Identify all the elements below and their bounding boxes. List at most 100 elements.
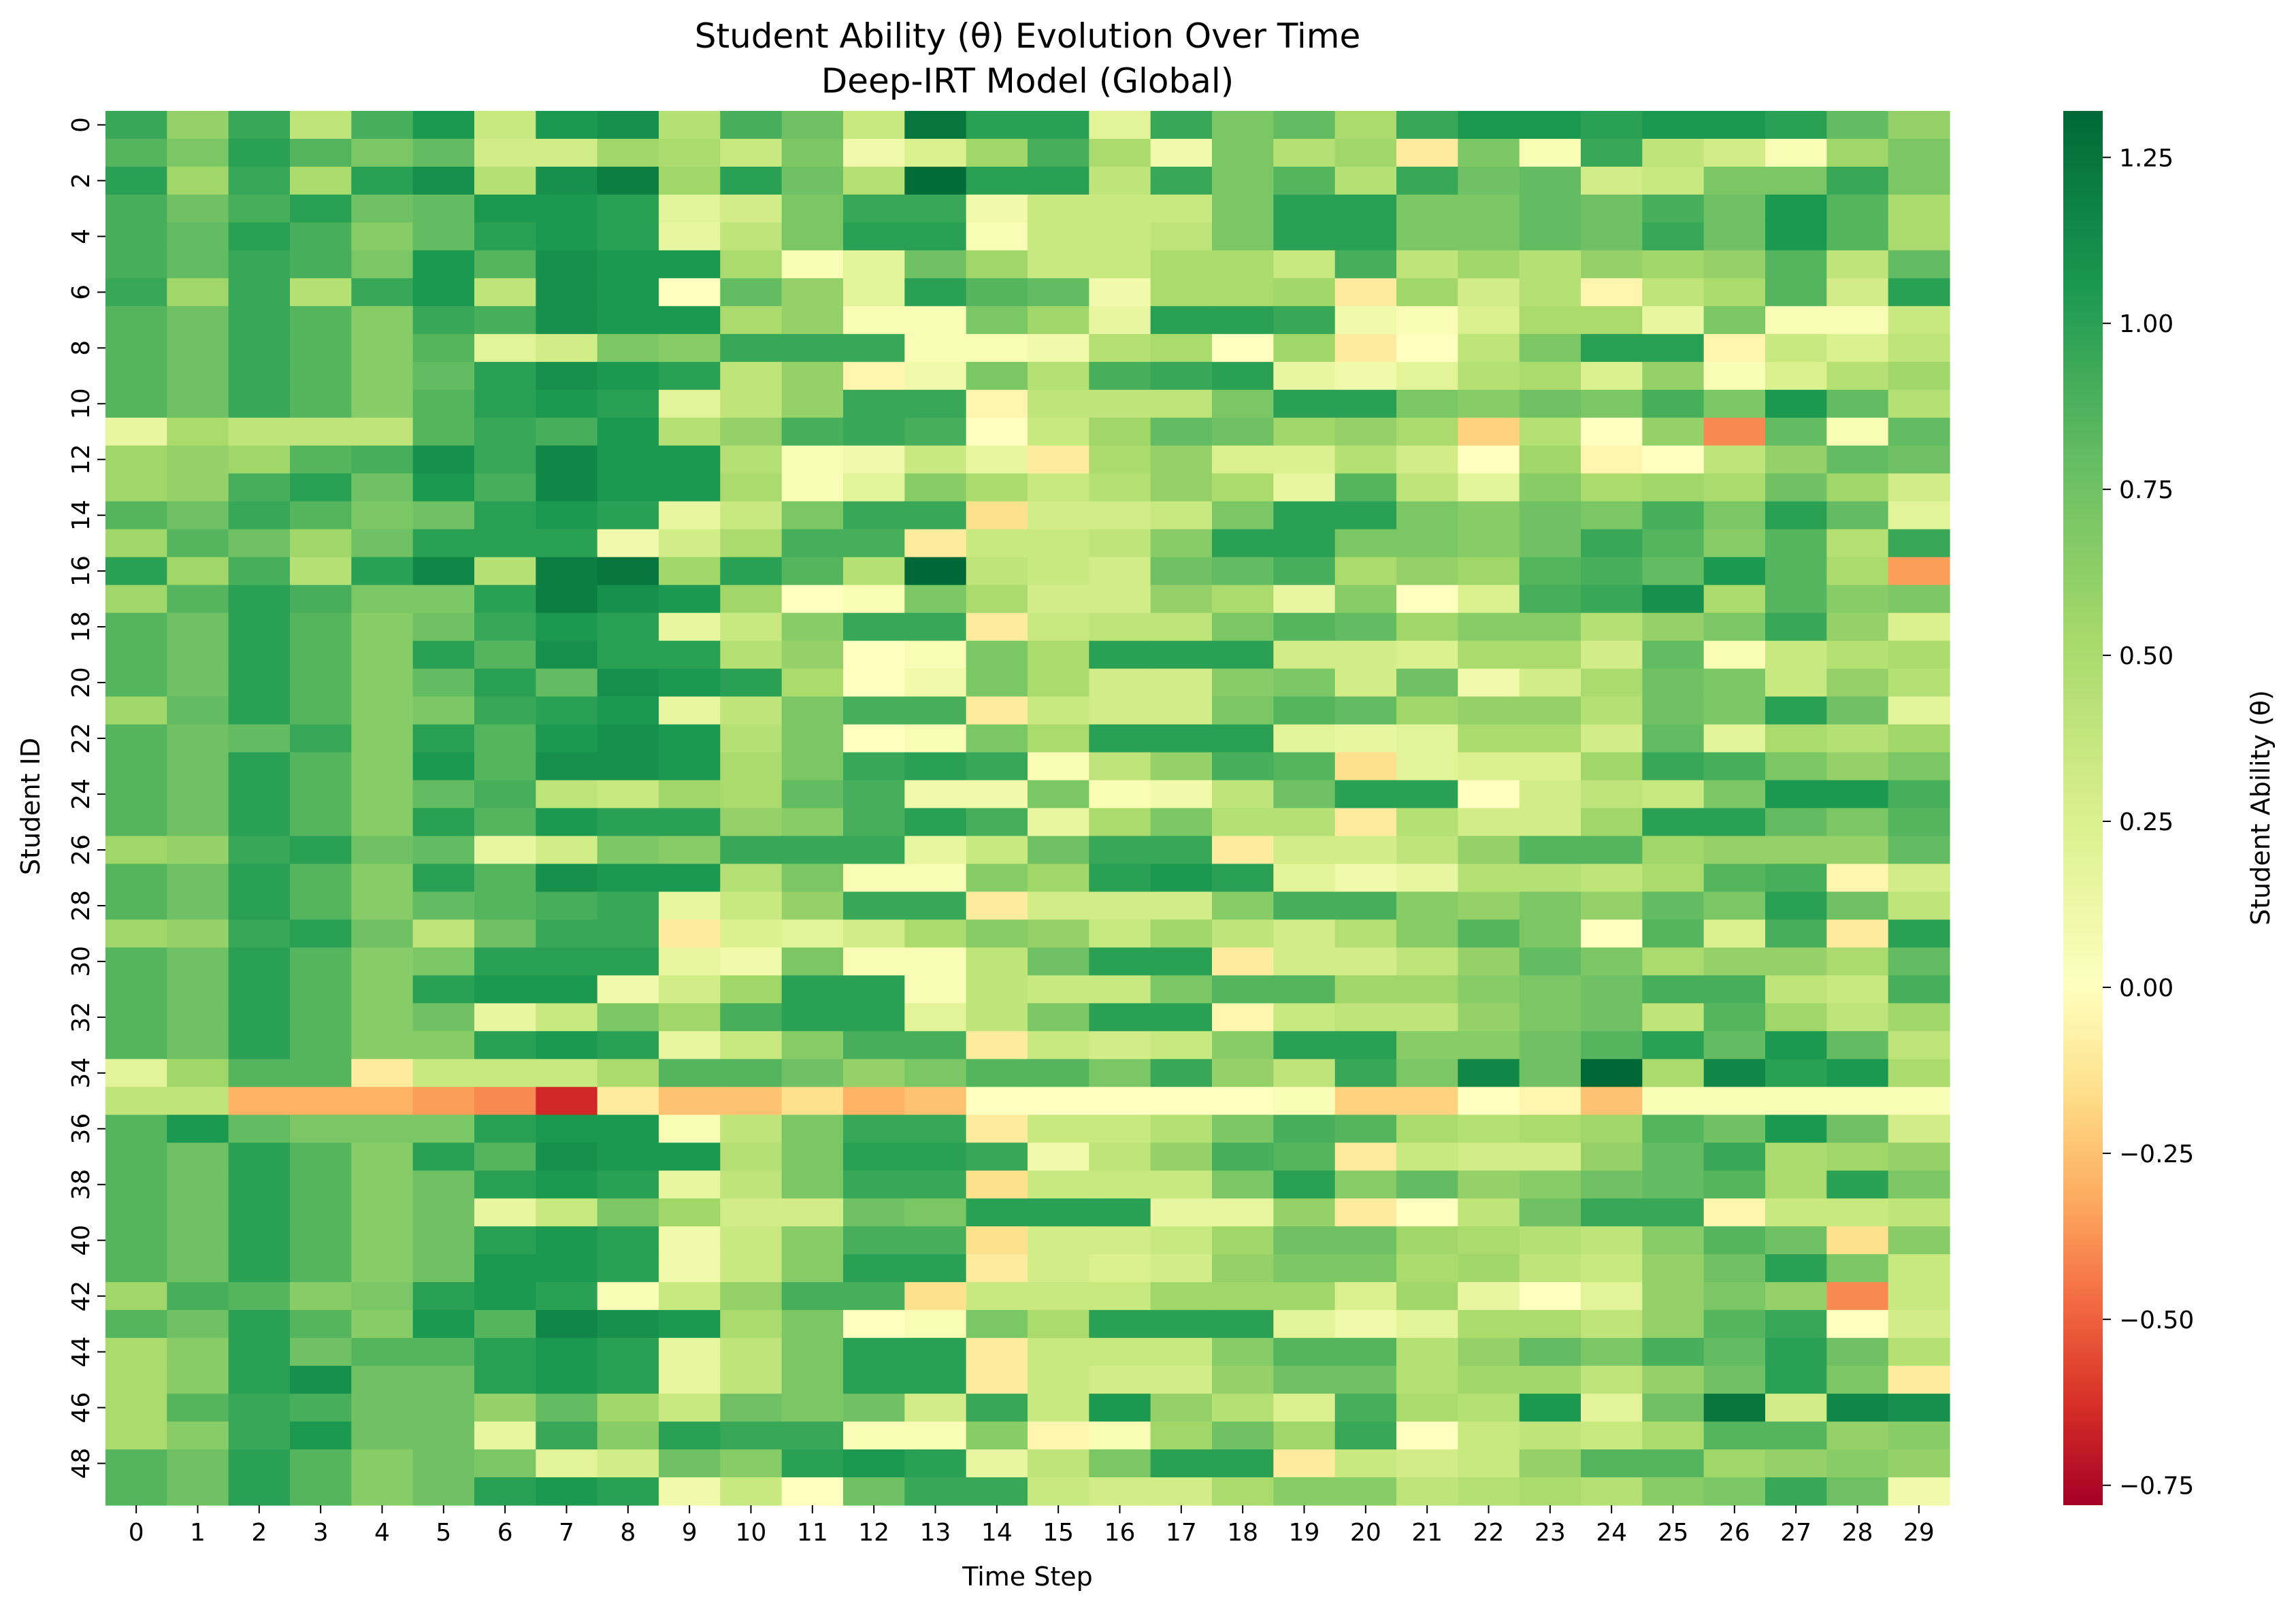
heatmap-cell xyxy=(474,696,536,725)
heatmap-cell xyxy=(1765,1282,1827,1311)
heatmap-cell xyxy=(228,529,291,558)
heatmap-cell xyxy=(659,1003,721,1032)
heatmap-cell xyxy=(1212,585,1274,614)
heatmap-cell xyxy=(167,752,229,781)
heatmap-cell xyxy=(228,194,291,223)
heatmap-cell xyxy=(1642,194,1705,223)
heatmap-cell xyxy=(1150,389,1213,418)
heatmap-cell xyxy=(105,668,167,697)
x-tick-label: 28 xyxy=(1842,1519,1873,1547)
heatmap-cell xyxy=(597,1449,659,1478)
heatmap-cell xyxy=(1703,1449,1766,1478)
heatmap-cell xyxy=(843,1310,905,1338)
heatmap-cell xyxy=(105,1422,167,1450)
heatmap-cell xyxy=(1642,1059,1705,1087)
heatmap-cell xyxy=(720,1031,783,1059)
heatmap-cell xyxy=(781,1031,844,1059)
heatmap-cell xyxy=(1888,389,1950,418)
heatmap-cell xyxy=(966,445,1028,474)
heatmap-cell xyxy=(1765,640,1827,670)
heatmap-cell xyxy=(1642,864,1705,893)
heatmap-cell xyxy=(536,1115,598,1143)
heatmap-cell xyxy=(1089,1003,1151,1032)
heatmap-cell xyxy=(1273,947,1336,976)
heatmap-cell xyxy=(1826,864,1889,893)
heatmap-cell xyxy=(536,445,598,474)
heatmap-cell xyxy=(167,445,229,474)
heatmap-cell xyxy=(412,194,475,223)
heatmap-cell xyxy=(1212,947,1274,976)
heatmap-cell xyxy=(720,1003,783,1032)
heatmap-cell xyxy=(597,752,659,781)
heatmap-cell xyxy=(228,278,291,307)
heatmap-cell xyxy=(843,640,905,670)
heatmap-cell xyxy=(290,333,352,363)
heatmap-cell xyxy=(1826,752,1889,781)
heatmap-cell xyxy=(1273,891,1336,921)
heatmap-cell xyxy=(1273,1394,1336,1422)
heatmap-cell xyxy=(351,1059,414,1087)
heatmap-cell xyxy=(290,1031,352,1059)
heatmap-cell xyxy=(1703,585,1766,614)
heatmap-cell xyxy=(536,306,598,335)
heatmap-cell xyxy=(597,808,659,837)
heatmap-cell xyxy=(1458,529,1520,558)
heatmap-cell xyxy=(536,1477,598,1506)
heatmap-cell xyxy=(412,361,475,391)
heatmap-cell xyxy=(720,306,783,335)
heatmap-cell xyxy=(843,501,905,530)
heatmap-cell xyxy=(351,891,414,921)
heatmap-cell xyxy=(1089,1143,1151,1171)
heatmap-cell xyxy=(1089,222,1151,251)
heatmap-cell xyxy=(1765,780,1827,809)
heatmap-cell xyxy=(1334,222,1397,251)
heatmap-cell xyxy=(597,222,659,251)
heatmap-cell xyxy=(1581,306,1643,335)
heatmap-cell xyxy=(1888,1449,1950,1478)
heatmap-cell xyxy=(904,1170,967,1199)
heatmap-cell xyxy=(597,891,659,921)
heatmap-cell xyxy=(1150,501,1213,530)
heatmap-cell xyxy=(105,836,167,865)
heatmap-cell xyxy=(659,333,721,363)
heatmap-cell xyxy=(1150,1115,1213,1143)
heatmap-cell xyxy=(1765,557,1827,586)
heatmap-cell xyxy=(1028,278,1089,307)
heatmap-cell xyxy=(843,1338,905,1366)
heatmap-cell xyxy=(536,166,598,195)
heatmap-cell xyxy=(412,250,475,279)
heatmap-cell xyxy=(290,919,352,948)
heatmap-cell xyxy=(1150,1310,1213,1338)
heatmap-cell xyxy=(474,166,536,195)
heatmap-cell xyxy=(1334,612,1397,642)
heatmap-cell xyxy=(1703,1143,1766,1171)
heatmap-cell xyxy=(1642,278,1705,307)
heatmap-cell xyxy=(1212,1394,1274,1422)
heatmap-cell xyxy=(659,1115,721,1143)
heatmap-cell xyxy=(1396,111,1458,139)
heatmap-cell xyxy=(843,1170,905,1199)
heatmap-cell xyxy=(1765,891,1827,921)
heatmap-cell xyxy=(597,194,659,223)
heatmap-cell xyxy=(1888,306,1950,335)
heatmap-cell xyxy=(966,278,1028,307)
heatmap-cell xyxy=(1581,250,1643,279)
heatmap-cell xyxy=(290,111,352,139)
heatmap-cell xyxy=(781,1087,844,1115)
heatmap-cell xyxy=(1212,111,1274,139)
heatmap-cell xyxy=(1581,752,1643,781)
heatmap-cell xyxy=(1888,111,1950,139)
heatmap-cell xyxy=(659,1170,721,1199)
heatmap-cell xyxy=(167,138,229,167)
heatmap-cell xyxy=(966,1282,1028,1311)
heatmap-cell xyxy=(1150,1366,1213,1394)
heatmap-cell xyxy=(474,1059,536,1087)
heatmap-cell xyxy=(1581,557,1643,586)
heatmap-cell xyxy=(1765,1310,1827,1338)
heatmap-cell xyxy=(659,417,721,446)
heatmap-cell xyxy=(1581,668,1643,697)
heatmap-cell xyxy=(843,864,905,893)
heatmap-cell xyxy=(966,250,1028,279)
heatmap-cell xyxy=(1765,1394,1827,1422)
heatmap-cell xyxy=(1458,891,1520,921)
